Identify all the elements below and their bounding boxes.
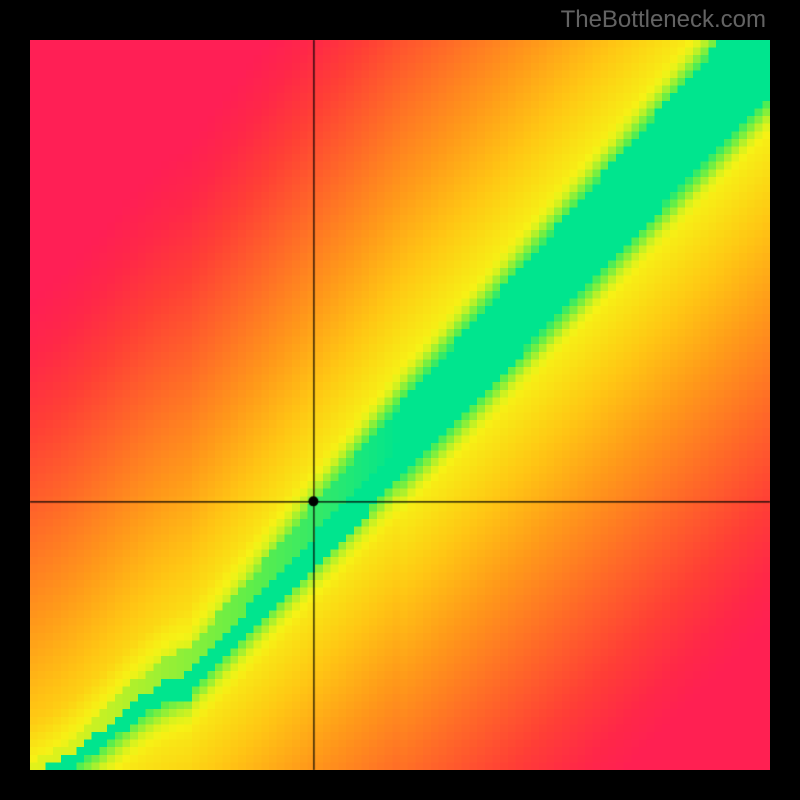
watermark-text: TheBottleneck.com [561, 6, 766, 34]
crosshair-overlay [0, 0, 800, 800]
chart-root: TheBottleneck.com [0, 0, 800, 800]
